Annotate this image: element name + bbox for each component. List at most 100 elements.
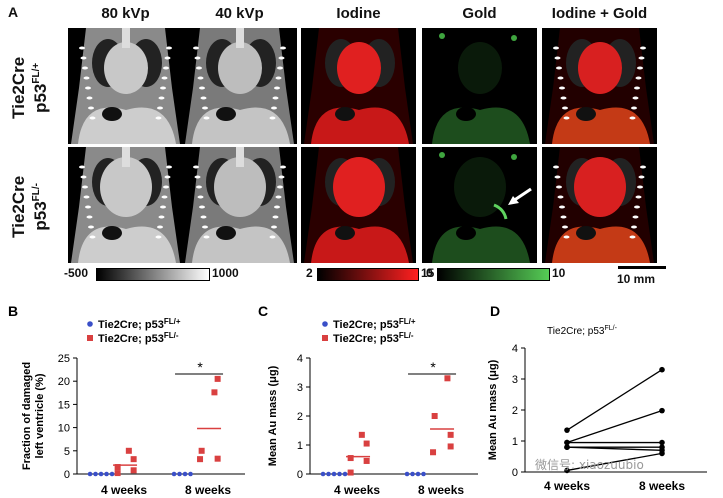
y-axis-label: Mean Au mass (μg) [267,365,279,466]
y-tick-label: 4 [512,343,518,355]
row-label-line1: Tie2Cre [9,175,29,238]
data-point-fl-minus [198,447,205,454]
colorbar-min-grayscale: -500 [64,266,89,280]
data-point-fl-minus [214,375,221,382]
row-label-line2: p53 [30,83,50,113]
data-point-fl-minus [125,447,132,454]
pair-point-start [564,444,570,450]
tile-iodine-row1 [301,147,416,263]
y-tick-label: 15 [58,399,70,411]
x-category-label: 8 weeks [185,483,231,497]
significance-marker: * [430,359,436,375]
legend-label-0: Tie2Cre; p53FL/+ [98,317,181,331]
legend-label-sup: FL/- [399,331,414,340]
colorbar-min-iodine: 2 [306,266,313,280]
data-point-fl-minus [211,389,218,396]
data-point-fl-minus [363,457,370,464]
colorbar-gold [437,268,550,281]
tile-iodine-gold-row0 [542,28,657,144]
scale-bar [618,266,666,269]
column-title-2: Iodine [336,5,381,22]
scale-bar-label: 10 mm [617,272,656,286]
pair-point-start [564,439,570,446]
data-point-fl-minus [130,456,137,463]
legend-label-text: Tie2Cre; p53 [333,319,399,331]
column-title-3: Gold [462,5,497,22]
pair-point-end [659,439,665,446]
y-tick-label: 25 [58,353,70,365]
data-point-fl-plus [188,471,193,477]
y-tick-label: 0 [64,469,70,481]
colorbar-max-iodine: 15 [421,266,435,280]
y-tick-label: 10 [58,423,70,435]
data-point-fl-plus [320,471,326,477]
y-label-line2: left ventricle (%) [34,373,46,458]
data-point-fl-minus [447,443,454,450]
tile-iodine-row0 [301,28,416,144]
tile-40kvp-row1 [182,147,297,263]
data-point-fl-minus [447,431,454,438]
colorbar-max-grayscale: 1000 [212,266,239,280]
row-label-sup: FL/- [31,183,43,202]
chart-title-text: Tie2Cre; p53 [547,326,605,337]
y-tick-label: 1 [297,440,303,452]
data-point-fl-minus [347,469,354,476]
y-tick-label: 1 [512,436,518,448]
x-category-label: 4 weeks [101,483,147,497]
data-point-fl-plus [98,471,104,477]
x-category-label: 4 weeks [544,479,590,493]
data-point-fl-plus [109,471,115,477]
data-point-fl-plus [410,471,415,477]
legend-label-1: Tie2Cre; p53FL/- [98,331,179,345]
data-point-fl-minus [444,375,451,382]
data-point-fl-plus [415,471,421,477]
tile-80kvp-row1 [68,147,183,263]
data-point-fl-minus [363,440,370,447]
pair-point-end [659,366,665,373]
x-category-label: 4 weeks [334,483,380,497]
data-point-fl-minus [214,455,221,462]
colorbar-min-gold: 0 [426,266,433,280]
y-axis-label: Fraction of damaged left ventricle (%) [21,362,46,470]
colorbar-max-gold: 10 [552,266,566,280]
legend-marker-1 [322,335,328,341]
y-tick-label: 2 [297,411,303,423]
tile-80kvp-row0 [68,28,183,144]
legend-label-0: Tie2Cre; p53FL/+ [333,317,416,331]
legend-marker-0 [322,321,328,327]
row-label-line2: p53 [30,201,50,231]
tile-gold-row0 [422,28,537,144]
data-point-fl-minus [347,455,354,462]
y-label-line1: Fraction of damaged [21,362,33,470]
legend-marker-0 [87,321,93,327]
row-label-sup: FL/+ [31,62,43,84]
tile-40kvp-row0 [182,28,297,144]
data-point-fl-plus [93,471,98,477]
y-tick-label: 2 [512,405,518,417]
x-category-label: 8 weeks [639,479,685,493]
legend-label-sup: FL/+ [164,317,181,326]
legend-label-sup: FL/- [164,331,179,340]
legend-marker-1 [87,335,93,341]
y-tick-label: 0 [297,469,303,481]
data-point-fl-plus [326,471,331,477]
pair-point-end [659,407,665,414]
column-title-0: 80 kVp [101,5,150,22]
data-point-fl-minus [114,470,121,477]
panel-letter: B [8,303,18,319]
row-label-line1: Tie2Cre [9,56,29,119]
pair-line [566,452,663,472]
panel-letter: C [258,303,268,319]
y-tick-label: 3 [512,374,518,386]
pair-point-end [659,450,665,457]
legend-label-text: Tie2Cre; p53 [98,319,164,331]
data-point-fl-minus [130,467,137,474]
data-point-fl-minus [431,413,438,419]
significance-marker: * [197,359,203,375]
data-point-fl-plus [171,471,177,477]
y-tick-label: 4 [297,353,303,365]
pair-line [566,446,663,451]
y-axis-label: Mean Au mass (μg) [487,359,499,460]
